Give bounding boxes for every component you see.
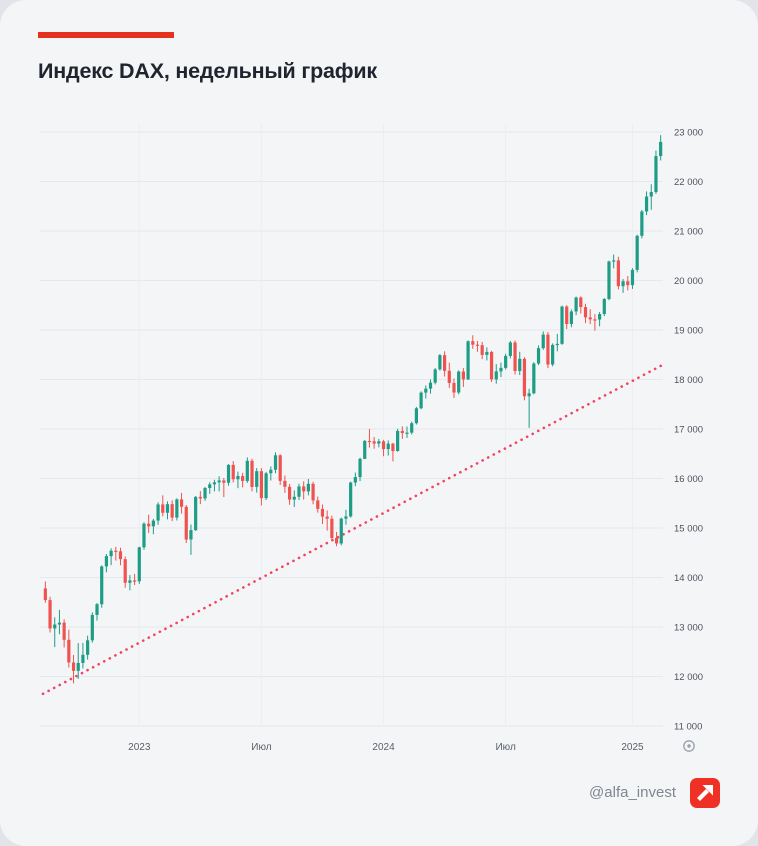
svg-text:16 000: 16 000 bbox=[674, 474, 703, 485]
svg-text:22 000: 22 000 bbox=[674, 177, 703, 188]
account-handle: @alfa_invest bbox=[589, 784, 676, 802]
svg-text:2025: 2025 bbox=[621, 742, 644, 753]
settings-icon[interactable] bbox=[683, 739, 695, 752]
svg-text:11 000: 11 000 bbox=[674, 721, 702, 732]
x-axis-labels: 2023 Июл 2024 Июл 2025 bbox=[128, 742, 644, 753]
page-title: Индекс DAX, недельный график bbox=[38, 59, 377, 83]
svg-text:14 000: 14 000 bbox=[674, 573, 703, 584]
svg-text:17 000: 17 000 bbox=[674, 424, 703, 435]
svg-text:19 000: 19 000 bbox=[674, 325, 703, 336]
chart-area: 23 000 22 000 21 000 20 000 19 000 18 000 17 0… bbox=[38, 112, 720, 764]
svg-text:20 000: 20 000 bbox=[674, 276, 703, 287]
candlestick-chart: 23 000 22 000 21 000 20 000 19 000 18 000 17 0… bbox=[40, 123, 703, 753]
grid-lines bbox=[40, 123, 663, 727]
svg-text:2023: 2023 bbox=[128, 742, 151, 753]
y-axis-labels: 23 000 22 000 21 000 20 000 19 000 18 000 17 0… bbox=[674, 127, 703, 732]
svg-text:23 000: 23 000 bbox=[674, 127, 703, 138]
accent-bar bbox=[38, 32, 174, 38]
svg-text:Июл: Июл bbox=[495, 742, 515, 753]
svg-text:12 000: 12 000 bbox=[674, 672, 703, 683]
trend-line bbox=[41, 363, 665, 695]
svg-text:18 000: 18 000 bbox=[674, 375, 703, 386]
alfa-invest-logo bbox=[690, 777, 720, 808]
svg-text:2024: 2024 bbox=[372, 742, 395, 753]
svg-text:21 000: 21 000 bbox=[674, 226, 703, 237]
svg-text:Июл: Июл bbox=[251, 742, 271, 753]
footer: @alfa_invest bbox=[38, 777, 720, 808]
svg-text:13 000: 13 000 bbox=[674, 622, 703, 633]
svg-text:15 000: 15 000 bbox=[674, 523, 703, 534]
arrow-up-right-icon bbox=[697, 784, 713, 801]
candles-layer bbox=[43, 135, 663, 684]
